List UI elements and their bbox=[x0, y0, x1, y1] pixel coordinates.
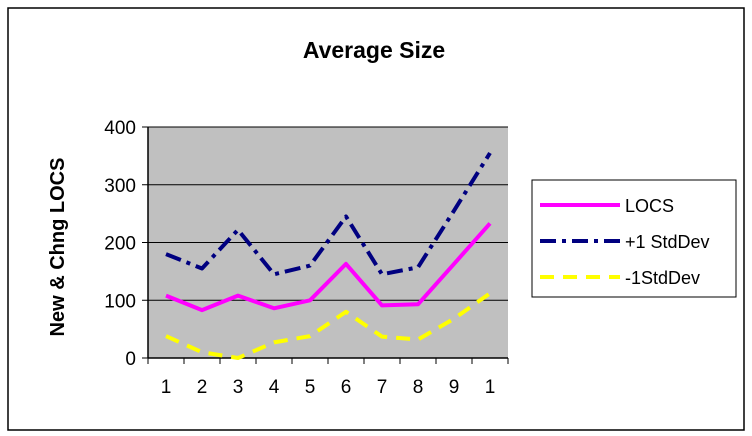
axes: 0 100 200 300 400 1 2 3 4 5 6 7 8 9 1 bbox=[104, 118, 509, 398]
x-tick-label: 4 bbox=[269, 377, 280, 398]
y-axis-label: New & Chng LOCS bbox=[47, 158, 69, 337]
x-tick-label: 3 bbox=[233, 377, 244, 398]
x-tick-label: 2 bbox=[197, 377, 208, 398]
x-tick-label: 6 bbox=[341, 377, 352, 398]
x-tick-label: 1 bbox=[485, 377, 496, 398]
series-line-1-stddev bbox=[165, 151, 492, 277]
x-tick-label: 8 bbox=[413, 377, 424, 398]
legend-label-1stddev: -1StdDev bbox=[625, 268, 700, 288]
y-tick-label: 300 bbox=[104, 176, 136, 197]
legend-label-locs: LOCS bbox=[625, 196, 674, 216]
y-tick-label: 200 bbox=[104, 234, 136, 255]
y-tick-label: 100 bbox=[104, 291, 136, 312]
x-tick-label: 9 bbox=[449, 377, 460, 398]
x-tick-label: 1 bbox=[161, 377, 172, 398]
legend: LOCS +1 StdDev -1StdDev bbox=[531, 179, 737, 298]
x-tick-label: 7 bbox=[377, 377, 388, 398]
y-tick-label: 0 bbox=[125, 349, 136, 370]
chart-title: Average Size bbox=[303, 37, 445, 63]
series-line-1stddev bbox=[165, 291, 492, 360]
legend-box bbox=[531, 179, 737, 298]
x-tick-label: 5 bbox=[305, 377, 316, 398]
y-tick-label: 400 bbox=[104, 118, 136, 139]
series-lines bbox=[165, 151, 492, 360]
legend-label-1-stddev: +1 StdDev bbox=[625, 232, 710, 252]
series-line-locs bbox=[165, 222, 492, 313]
